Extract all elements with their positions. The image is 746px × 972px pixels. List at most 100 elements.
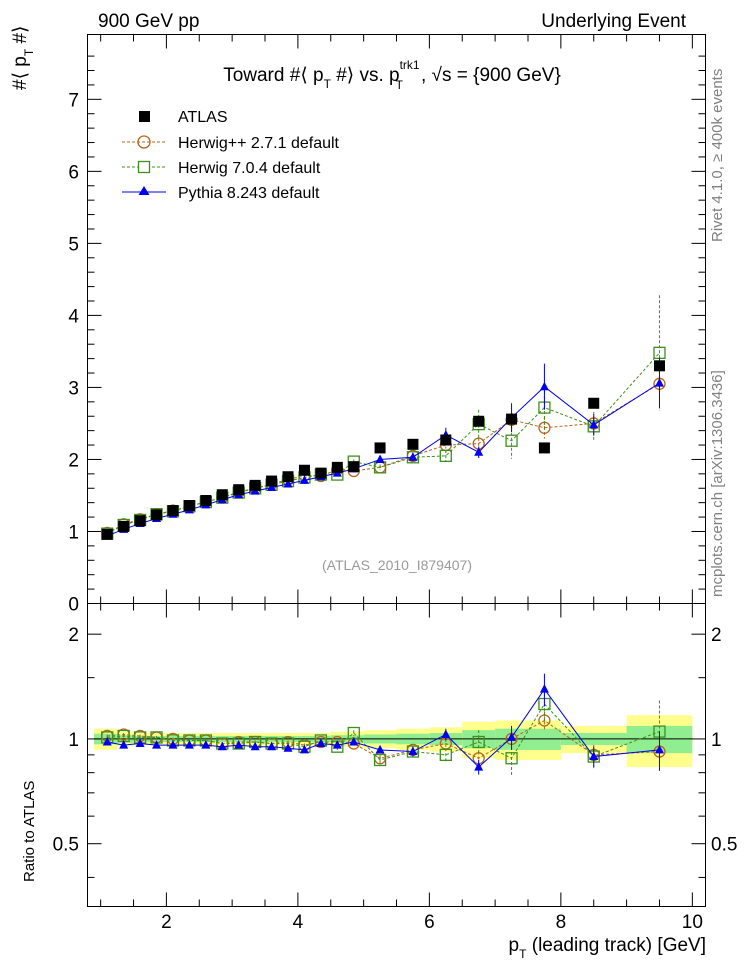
ratio-herwig7-point — [505, 752, 518, 765]
main-axis-ticks: 0 1 2 3 4 5 6 7 — [68, 34, 706, 616]
ratio-herwigpp-line — [107, 719, 660, 759]
main-herwig7-point — [439, 449, 452, 462]
ratio-series-layer — [101, 673, 666, 777]
ratio-pythia-point — [507, 732, 517, 741]
x-tick-label: 4 — [293, 912, 304, 933]
main-atlas-point — [167, 505, 179, 517]
main-atlas-point — [407, 438, 419, 450]
main-pythia-point — [299, 475, 309, 484]
ratio-pythia-point — [102, 736, 112, 746]
ratio-pythia-point — [250, 741, 260, 751]
legend-atlas-label: ATLAS — [178, 109, 228, 126]
ratio-pythia-point — [589, 751, 599, 761]
ratio-herwig7-point — [232, 737, 245, 750]
ratio-pythia-point — [184, 740, 194, 749]
main-series-layer — [101, 295, 666, 540]
x-tick-label: 2 — [161, 912, 172, 933]
main-atlas-point — [653, 360, 665, 372]
main-pythia-point — [267, 482, 277, 492]
ratio-pythia-point — [441, 729, 451, 738]
main-atlas-point — [118, 520, 130, 532]
main-y-tick-label: 2 — [68, 450, 79, 471]
main-atlas-point — [588, 397, 600, 409]
analysis-watermark: (ATLAS_2010_I879407) — [322, 557, 472, 573]
main-pythia-point — [539, 381, 549, 391]
ratio-pythia-point — [316, 738, 326, 748]
header-right: Underlying Event — [541, 11, 686, 32]
ratio-pythia-point — [119, 740, 129, 749]
legend: ATLAS Herwig++ 2.7.1 default Herwig 7.0.… — [122, 109, 340, 202]
main-atlas-point — [315, 467, 327, 479]
ratio-pythia-point — [217, 741, 227, 751]
ratio-pythia-point — [168, 740, 178, 749]
main-atlas-point — [331, 461, 343, 473]
main-y-tick-label: 7 — [68, 90, 79, 111]
main-atlas-point — [151, 509, 163, 521]
ratio-y-tick-label-right: 2 — [711, 625, 722, 646]
ratio-pythia-point — [539, 684, 549, 693]
ratio-pythia-line — [107, 688, 660, 768]
ratio-y-axis-label: Ratio to ATLAS — [21, 781, 38, 882]
ratio-pythia-point — [135, 738, 145, 748]
main-atlas-point — [298, 464, 310, 476]
y-axis-label: #⟨ pT #⟩ — [10, 26, 36, 90]
main-atlas-point — [538, 442, 550, 454]
ratio-pythia-point — [332, 740, 342, 749]
legend-pythia-label: Pythia 8.243 default — [178, 185, 320, 202]
mcplots-label: mcplots.cern.ch [arXiv:1306.3436] — [709, 370, 726, 597]
x-tick-label: 8 — [556, 912, 567, 933]
main-atlas-point — [282, 471, 294, 483]
ratio-pythia-point — [152, 740, 162, 749]
main-atlas-point — [233, 484, 245, 496]
ratio-y-tick-label: 2 — [68, 625, 79, 646]
x-tick-label: 6 — [424, 912, 435, 933]
rivet-label: Rivet 4.1.0, ≥ 400k events — [709, 69, 726, 242]
ratio-herwig7-point — [373, 753, 387, 767]
main-atlas-point — [348, 461, 360, 473]
ratio-pythia-point — [267, 741, 277, 751]
main-atlas-point — [200, 495, 212, 507]
plot-title: Toward #⟨ pT #⟩ vs. ptrk1 T, √s = {900 Ge… — [223, 58, 561, 92]
ratio-panel-frame — [87, 603, 706, 907]
ratio-y-tick-label-right: 1 — [711, 730, 722, 751]
main-atlas-point — [249, 479, 261, 491]
main-pythia-point — [474, 447, 484, 456]
main-atlas-point — [216, 489, 228, 501]
main-atlas-point — [101, 528, 113, 540]
main-y-tick-label: 1 — [68, 522, 79, 543]
main-pythia-point — [283, 478, 293, 488]
main-pythia-point — [589, 419, 599, 429]
ratio-y-tick-label-right: 0.5 — [711, 835, 737, 856]
x-tick-label: 10 — [682, 912, 703, 933]
legend-atlas-marker — [139, 111, 150, 122]
main-atlas-point — [506, 413, 518, 425]
legend-pythia-marker — [138, 186, 150, 195]
main-atlas-point — [266, 475, 278, 487]
ratio-pythia-point — [234, 740, 244, 749]
ratio-pythia-point — [375, 744, 385, 754]
main-atlas-point — [134, 515, 146, 527]
ratio-pythia-point — [299, 744, 309, 754]
legend-herwigpp-label: Herwig++ 2.7.1 default — [178, 135, 340, 152]
main-pythia-point — [408, 452, 418, 461]
ratio-pythia-point — [283, 743, 293, 752]
header-left: 900 GeV pp — [98, 11, 199, 32]
main-y-tick-label: 3 — [68, 378, 79, 399]
ratio-pythia-point — [201, 740, 211, 749]
legend-herwig7-marker — [137, 160, 151, 174]
ratio-herwig7-point — [472, 735, 485, 749]
main-y-tick-label: 0 — [68, 595, 79, 616]
main-atlas-point — [374, 442, 386, 454]
main-herwig7-point — [505, 434, 518, 447]
main-y-tick-label: 5 — [68, 234, 79, 255]
main-atlas-point — [183, 500, 195, 512]
main-y-tick-label: 4 — [68, 306, 79, 327]
main-atlas-point — [440, 434, 452, 446]
ratio-y-tick-label: 0.5 — [53, 835, 79, 856]
legend-herwigpp-marker — [137, 135, 151, 149]
main-atlas-point — [473, 415, 485, 427]
ratio-pythia-point — [654, 744, 664, 754]
ratio-herwig7-point — [439, 748, 452, 762]
ratio-pythia-point — [349, 736, 359, 746]
